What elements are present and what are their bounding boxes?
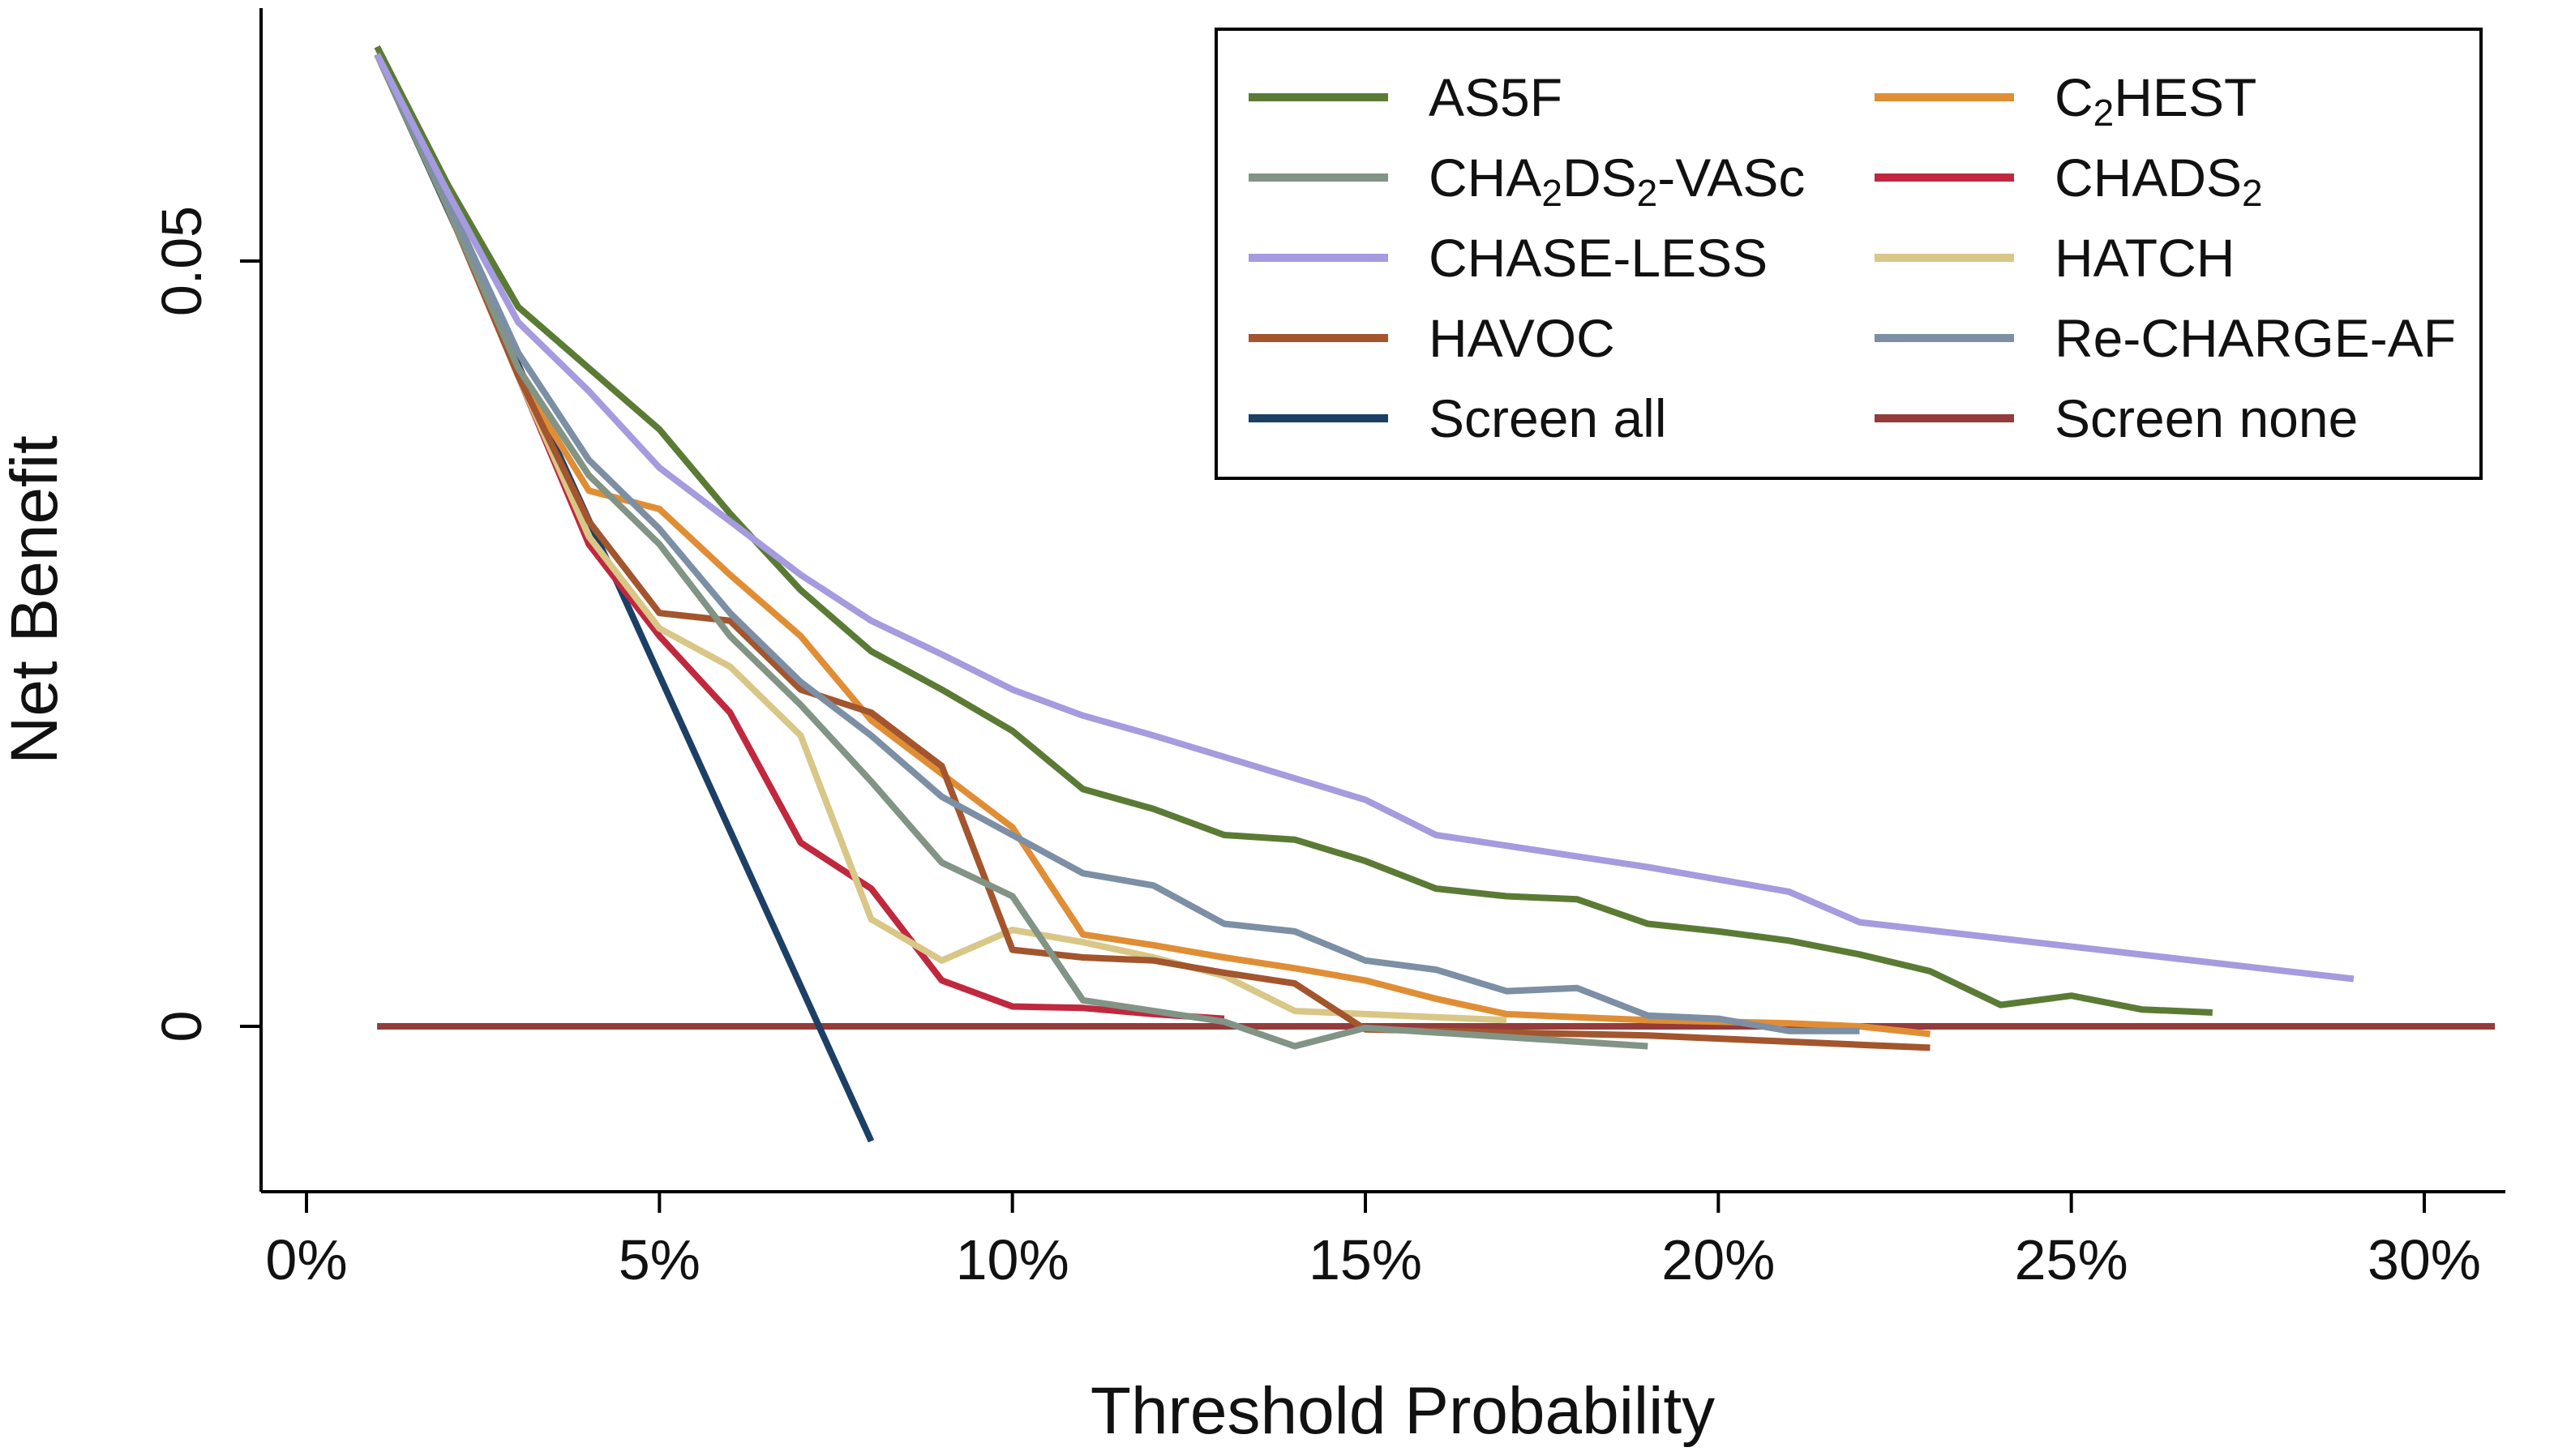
legend-label-part: HATCH xyxy=(2055,228,2235,288)
legend-label-part: HEST xyxy=(2114,67,2256,127)
x-tick-label: 0% xyxy=(265,1228,347,1291)
legend-label-chads2: CHADS2 xyxy=(2055,148,2263,214)
series-line-as5f xyxy=(374,45,2213,1016)
legend-label-part: 2 xyxy=(1637,172,1658,214)
series-line-cha2ds2-vasc xyxy=(374,53,1648,1050)
legend-label-part: CHADS xyxy=(2055,148,2242,208)
x-axis-title: Threshold Probability xyxy=(1091,1374,1715,1448)
legend-label-part: Re-CHARGE-AF xyxy=(2055,308,2456,368)
y-tick-label: 0.05 xyxy=(150,206,213,316)
legend-label-cha2ds2-vasc: CHA2DS2-VASc xyxy=(1429,148,1805,214)
legend-label-screen-none: Screen none xyxy=(2055,388,2358,448)
plot-area xyxy=(374,45,2496,1143)
legend-label-part: HAVOC xyxy=(1429,308,1615,368)
y-axis-title: Net Benefit xyxy=(0,435,71,764)
legend-label-part: CHA xyxy=(1429,148,1541,208)
legend-label-part: 2 xyxy=(2093,92,2115,134)
x-tick-label: 15% xyxy=(1309,1228,1422,1291)
legend-label-part: Screen none xyxy=(2055,388,2358,448)
x-tick-label: 10% xyxy=(956,1228,1069,1291)
x-tick-label: 5% xyxy=(619,1228,701,1291)
series-line-hatch xyxy=(374,53,1507,1024)
legend-label-part: CHASE-LESS xyxy=(1429,228,1768,288)
legend-label-part: 2 xyxy=(1541,172,1562,214)
legend-label-part: AS5F xyxy=(1429,67,1562,127)
legend-label-screen-all: Screen all xyxy=(1429,388,1667,448)
legend-box xyxy=(1215,28,2483,480)
legend-label-hatch: HATCH xyxy=(2055,228,2235,288)
x-tick-label: 30% xyxy=(2368,1228,2481,1291)
legend-label-havoc: HAVOC xyxy=(1429,308,1615,368)
legend-label-part: -VASc xyxy=(1657,148,1805,208)
legend-label-part: 2 xyxy=(2242,172,2263,214)
x-tick-label: 25% xyxy=(2015,1228,2128,1291)
legend-label-re-charge-af: Re-CHARGE-AF xyxy=(2055,308,2456,368)
series-line-havoc xyxy=(374,53,1930,1051)
x-tick-label: 20% xyxy=(1661,1228,1775,1291)
axes xyxy=(259,8,2505,1193)
legend-label-part: Screen all xyxy=(1429,388,1667,448)
y-tick-label: 0 xyxy=(150,1011,213,1043)
legend-label-part: C xyxy=(2055,67,2093,127)
axis-ticks: 0% 5% 10% 15% 20% 25% 30% 0 0.05 xyxy=(150,206,2481,1291)
series-line-re-charge-af xyxy=(374,53,1860,1034)
legend-label-c2hest: C2HEST xyxy=(2055,67,2256,134)
series-line-chase-less xyxy=(374,53,2355,983)
legend-label-chase-less: CHASE-LESS xyxy=(1429,228,1768,288)
legend-label-part: DS xyxy=(1562,148,1637,208)
legend-label-as5f: AS5F xyxy=(1429,67,1562,127)
